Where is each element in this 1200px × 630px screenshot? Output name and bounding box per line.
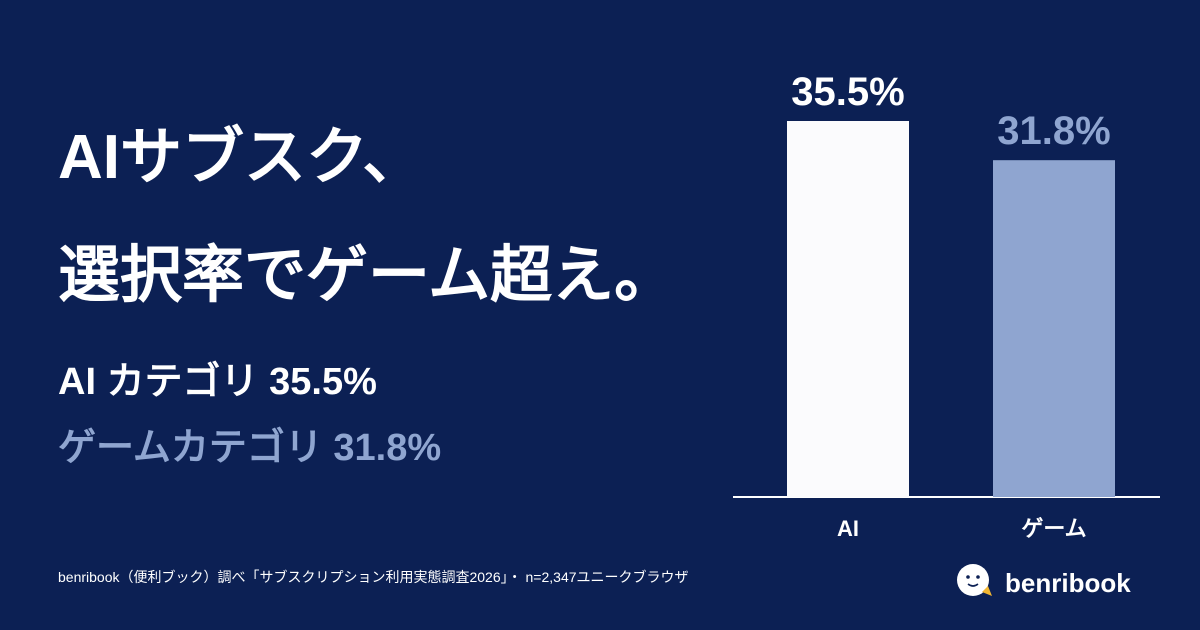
highlight-stat: ゲームカテゴリ 31.8% [58, 426, 441, 469]
bar [787, 121, 909, 497]
title-line: 選択率でゲーム超え。 [58, 241, 676, 310]
value-label: 35.5% [791, 70, 904, 114]
category-label: AI [837, 516, 859, 541]
highlight-stat: AI カテゴリ 35.5% [58, 360, 377, 403]
brand-logo [957, 564, 992, 596]
logo-smile [967, 583, 979, 587]
logo-pencil [982, 586, 992, 596]
title-line: AIサブスク、 [58, 122, 424, 192]
logo-face [957, 564, 989, 596]
category-label: ゲーム [1021, 516, 1086, 541]
value-label: 31.8% [997, 109, 1110, 153]
bar [993, 160, 1115, 498]
logo-eye [976, 575, 980, 579]
source-note: benribook（便利ブック）調べ「サブスクリプション利用実態調査2026」・… [58, 569, 689, 585]
brand-name: benribook [1005, 568, 1131, 598]
logo-eye [966, 575, 970, 579]
